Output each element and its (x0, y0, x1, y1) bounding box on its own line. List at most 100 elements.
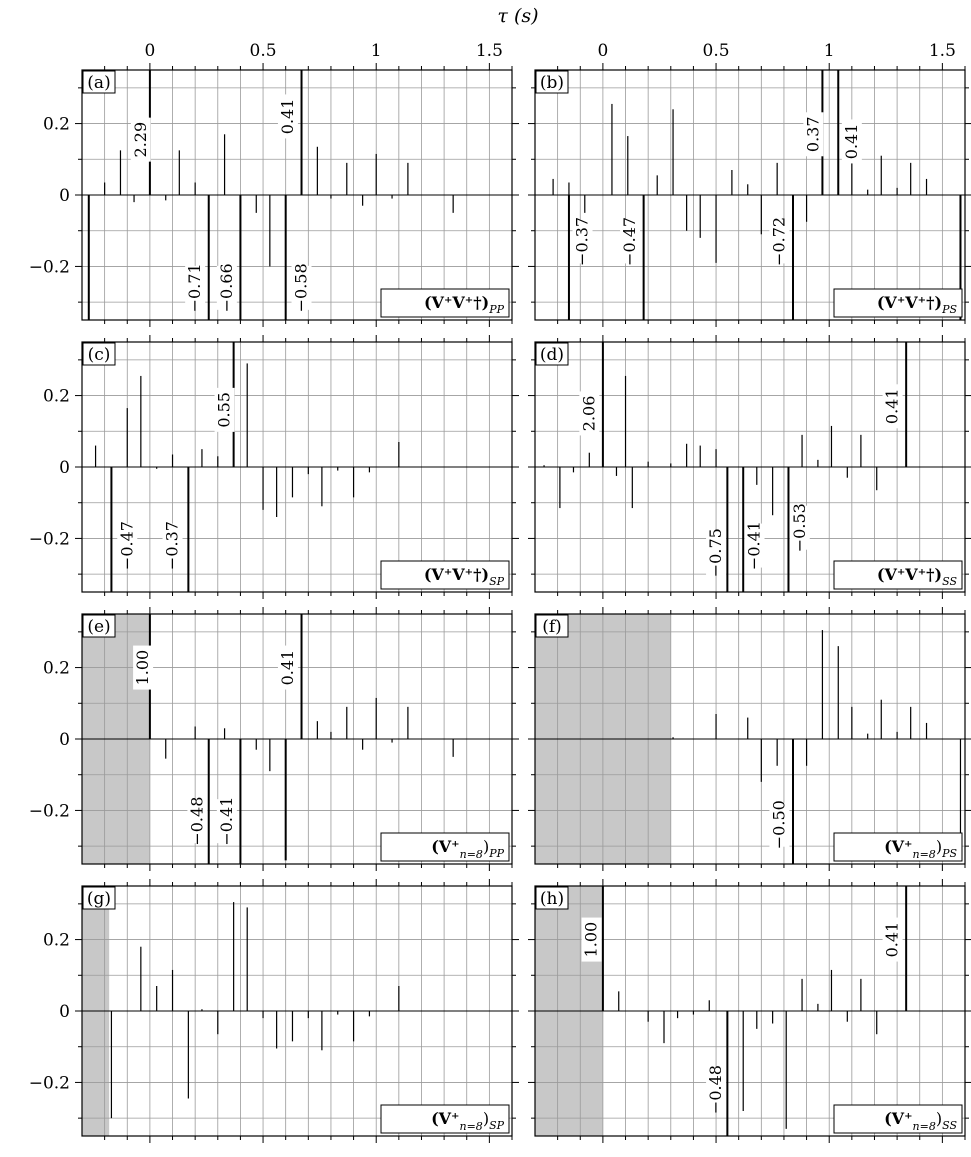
value-label: −0.50 (769, 800, 788, 849)
value-label: −0.41 (745, 521, 764, 570)
panel-letter: (c) (82, 342, 116, 366)
value-label: 0.41 (842, 124, 861, 160)
legend-main: ) (936, 837, 942, 856)
legend-text: (V⁺V⁺†)PS (877, 293, 958, 316)
panel-letter: (a) (82, 70, 116, 94)
value-label-bg (277, 645, 298, 690)
panel-letter-text: (f) (542, 617, 562, 637)
value-label: 0.55 (215, 392, 234, 428)
y-tick-label: 0 (59, 730, 70, 750)
legend-text: (V⁺V⁺†)SP (424, 565, 505, 588)
panel-letter: (d) (535, 342, 569, 366)
value-label: −0.48 (187, 797, 206, 846)
legend: (V⁺V⁺†)PS (833, 288, 963, 318)
panel-letter-box (535, 614, 569, 638)
x-tick-label: 1 (824, 41, 835, 61)
x-tick-label: 1.5 (476, 41, 503, 61)
value-label-bg (620, 219, 641, 264)
value-label-bg (133, 645, 154, 690)
panel-letter-box (535, 342, 569, 366)
legend-sub: n=8 (913, 1120, 936, 1133)
value-label: −0.66 (217, 263, 236, 312)
y-tick-label: 0 (59, 458, 70, 478)
x-tick-label: 0 (597, 41, 608, 61)
panel-d: (d) (V⁺V⁺†)SS 2.06 −0.75 −0.41 −0.53 0.41 (528, 335, 971, 599)
panel-letter-box (82, 342, 116, 366)
y-tick-label: 0.2 (43, 115, 70, 135)
value-label-bg (291, 265, 312, 310)
value-label: 2.29 (131, 122, 150, 158)
panel-letter-text: (a) (87, 73, 110, 93)
value-label-bg (882, 384, 903, 429)
value-label-bg (841, 119, 862, 164)
panel-letter-text: (h) (540, 889, 564, 909)
legend-main: (V⁺V⁺†) (877, 565, 942, 584)
legend-sub: PP (488, 303, 504, 316)
legend-main: (V⁺V⁺†) (424, 565, 489, 584)
panel-letter-box (82, 886, 116, 910)
legend-main: ) (483, 837, 489, 856)
legend-main: (V⁺V⁺†) (424, 293, 489, 312)
legend-text: (V⁺V⁺†)PP (424, 293, 505, 316)
value-label: −0.48 (706, 1065, 725, 1114)
value-label-bg (572, 219, 593, 264)
panel-letter-box (535, 70, 569, 94)
legend-main: (V⁺V⁺†) (877, 293, 942, 312)
value-label: 1.00 (582, 922, 601, 958)
legend-sub: n=8 (460, 1120, 483, 1133)
panel-letter: (b) (535, 70, 569, 94)
value-label-bg (130, 117, 151, 162)
legend-sub: PS (941, 303, 957, 316)
legend: (V⁺n=8)SP (380, 1104, 510, 1134)
value-label: −0.37 (573, 217, 592, 266)
legend-box (833, 288, 963, 318)
value-label-bg (803, 112, 824, 157)
value-label-bg (579, 391, 600, 436)
x-tick-label: 1.5 (929, 41, 956, 61)
panel-g: −0.2 0 0.2 (g) (V⁺n=8)SP (29, 879, 519, 1143)
y-tick-label: −0.2 (29, 529, 70, 549)
legend-sub: n=8 (460, 848, 483, 861)
value-label: 2.06 (579, 396, 598, 432)
panel-letter: (g) (82, 886, 116, 910)
panel-letter: (e) (82, 614, 116, 638)
value-label-bg (769, 802, 790, 847)
value-label: −0.53 (790, 503, 809, 552)
legend-sub: SS (942, 575, 957, 588)
panel-f: (f) (V⁺n=8)PS −0.50 (528, 607, 971, 871)
x-tick-label: 0 (144, 41, 155, 61)
value-label: 1.00 (133, 650, 152, 686)
legend-box (380, 832, 510, 862)
value-label: 0.37 (803, 116, 822, 152)
panel-letter-box (82, 614, 116, 638)
y-tick-label: −0.2 (29, 257, 70, 277)
panel-h: (h) (V⁺n=8)SS 1.00 0.41 −0.48 (528, 879, 971, 1143)
panel-letter-box (535, 886, 569, 910)
panel-letter-text: (g) (87, 889, 111, 909)
legend-text: (V⁺n=8)PP (431, 837, 504, 861)
legend-main: (V⁺ (884, 837, 912, 856)
value-label-bg (706, 530, 727, 575)
value-label: −0.41 (217, 797, 236, 846)
legend-box (833, 832, 963, 862)
panel-letter-text: (c) (88, 345, 111, 365)
value-label: −0.47 (117, 521, 136, 570)
value-label-bg (187, 799, 208, 844)
value-label-bg (216, 799, 237, 844)
value-label: −0.72 (769, 217, 788, 266)
panel-b: (b) (V⁺V⁺†)PS −0.37 −0.47 −0.72 0.37 0.41 (528, 63, 971, 327)
legend: (V⁺n=8)PP (380, 832, 510, 862)
panel-letter: (f) (535, 614, 569, 638)
value-label: 0.41 (278, 99, 297, 135)
x-tick-label: 0.5 (250, 41, 277, 61)
legend-box (380, 288, 510, 318)
value-label: 0.41 (883, 922, 902, 958)
x-axis-label: τ (s) (497, 5, 538, 27)
y-tick-label: 0 (59, 1002, 70, 1022)
value-label-bg (216, 265, 237, 310)
value-label: 0.41 (278, 650, 297, 686)
value-label: −0.71 (185, 263, 204, 312)
legend-main: ) (936, 1109, 942, 1128)
legend: (V⁺V⁺†)SP (380, 560, 510, 590)
